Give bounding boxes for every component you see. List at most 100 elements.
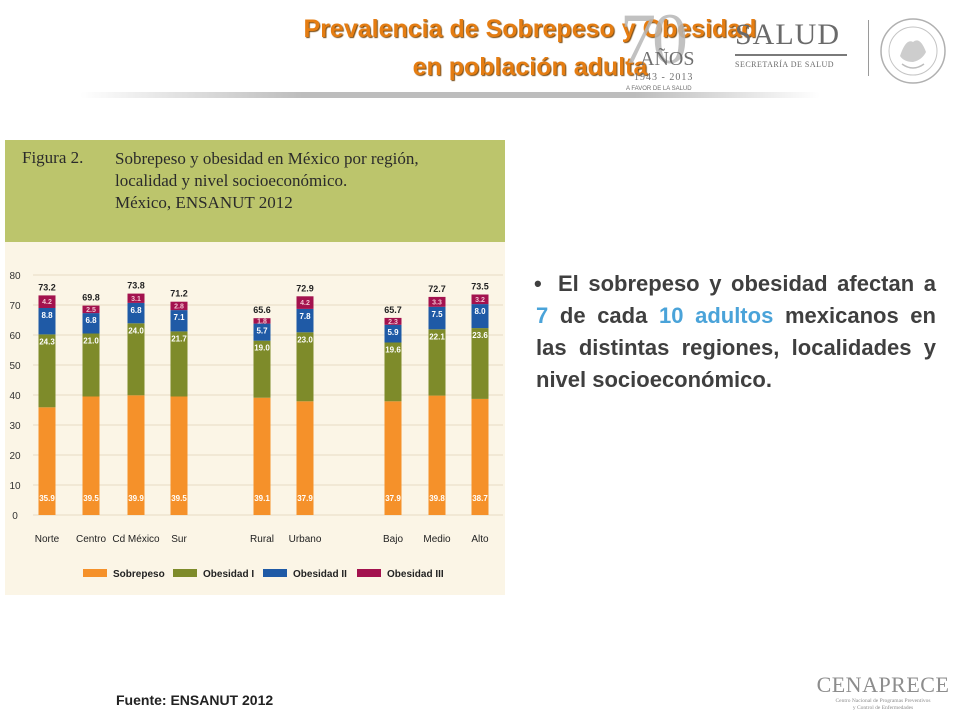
bar-segment [170,331,188,397]
bar-segment [253,397,271,515]
bar-total-label: 72.7 [428,284,446,294]
bar-segment [471,328,489,399]
y-tick-label: 30 [9,421,21,432]
legend-swatch [83,569,107,577]
bar-segment [471,398,489,515]
bar-segment [170,301,188,311]
bar-segment [82,313,100,334]
bar-segment [253,340,271,398]
x-category-label: Cd México [112,534,160,545]
bar-value-label: 1.8 [257,318,267,325]
y-tick-label: 10 [9,481,21,492]
cenaprece-logo-sub-2: y Control de Enfermedades [852,705,914,711]
bullet-text-2: de cada [559,303,648,328]
bar-segment [471,294,489,305]
stacked-bar-chart: 0 10 20 30 40 50 60 70 80 35.9 24.3 8.8 4.2 73.2 Norte… [9,271,503,580]
bar-segment [253,323,271,341]
cenaprece-logo-name: CENAPRECE [816,672,950,697]
bar-segment [384,317,402,325]
bar-value-label: 4.2 [300,300,310,307]
bar-value-label: 23.6 [472,331,488,340]
bar-segment [127,395,145,515]
x-category-label: Centro [76,534,106,545]
legend-swatch [357,569,381,577]
bullet-point: • El sobrepeso y obesidad afectan a 7 de… [534,268,936,396]
bar-value-label: 6.8 [130,306,142,315]
bar-value-label: 6.8 [85,316,97,325]
bar-value-label: 39.8 [429,494,445,503]
bar-value-label: 37.9 [385,494,401,503]
legend-label: Obesidad I [203,569,254,580]
bar-value-label: 5.9 [387,328,399,337]
salud-logo-subtitle: SECRETARÍA DE SALUD [735,60,835,69]
bar-value-label: 7.1 [173,313,185,322]
bar-segment [296,308,314,333]
salud-logo-word: SALUD [735,18,841,51]
bullet-text-3: mexicanos en las distintas regiones, loc… [536,303,936,392]
bar-value-label: 3.2 [475,297,485,304]
bar-value-label: 19.6 [385,346,401,355]
mexico-seal-icon [880,18,946,84]
y-tick-label: 70 [9,301,21,312]
legend-label: Sobrepeso [113,569,165,580]
bar-value-label: 8.8 [41,311,53,320]
bar-value-label: 21.0 [83,337,99,346]
bar-value-label: 38.7 [472,494,488,503]
salud-logo-rule [735,54,847,56]
x-category-label: Norte [35,534,60,545]
bar-value-label: 2.3 [388,319,398,326]
bar-value-label: 39.5 [83,494,99,503]
bullet-dot-icon: • [534,271,542,296]
logo-separator [868,20,869,76]
y-tick-label: 80 [9,271,21,282]
bar-total-label: 71.2 [170,288,188,298]
bullet-highlight-7: 7 [536,303,549,328]
bar-value-label: 2.5 [86,307,96,314]
bar-segment [428,306,446,330]
y-tick-label: 60 [9,331,21,342]
bar-total-label: 73.8 [127,281,145,291]
bar-segment [82,305,100,314]
y-tick-label: 0 [12,511,18,522]
bar-value-label: 24.3 [39,337,55,346]
bar-segment [428,296,446,307]
bar-value-label: 39.5 [171,494,187,503]
bar-segment [471,304,489,329]
bar-value-label: 19.0 [254,344,270,353]
bar-total-label: 69.8 [82,293,100,303]
bar-segment [170,396,188,515]
bar-total-label: 73.5 [471,282,489,292]
x-category-label: Alto [471,534,489,545]
logo-slogan-text: A FAVOR DE LA SALUD [626,86,692,92]
bar-value-label: 39.1 [254,494,270,503]
bar-segment [127,323,145,396]
logo-70-number: 70 [620,0,688,79]
legend-label: Obesidad II [293,569,347,580]
bar-segment [38,334,56,408]
bar-segment [253,318,271,324]
y-tick-label: 40 [9,391,21,402]
figure-header [5,140,505,242]
bar-segment [296,332,314,402]
x-category-label: Urbano [289,534,322,545]
bar-value-label: 5.7 [256,327,268,336]
bar-value-label: 7.8 [299,312,311,321]
legend-swatch [173,569,197,577]
bar-segment [384,324,402,343]
salud-logo: SALUD SECRETARÍA DE SALUD [735,18,855,69]
logo-years-text: 1943 - 2013 [634,72,694,83]
bar-total-label: 73.2 [38,282,56,292]
figure-caption-line-3: México, ENSANUT 2012 [115,193,293,212]
bar-value-label: 22.1 [429,332,445,341]
70-anos-logo: 70 AÑOS 1943 - 2013 A FAVOR DE LA SALUD [620,0,712,92]
cenaprece-logo-sub-1: Centro Nacional de Programas Preventivos [835,698,931,704]
source-note: Fuente: ENSANUT 2012 [116,692,274,708]
bar-segment [384,342,402,402]
bar-segment [82,333,100,397]
bar-segment [82,396,100,515]
y-tick-label: 50 [9,361,21,372]
title-line-2: en población adulta [412,53,648,81]
bar-segment [384,401,402,515]
bar-segment [296,296,314,309]
bar-segment [38,308,56,335]
